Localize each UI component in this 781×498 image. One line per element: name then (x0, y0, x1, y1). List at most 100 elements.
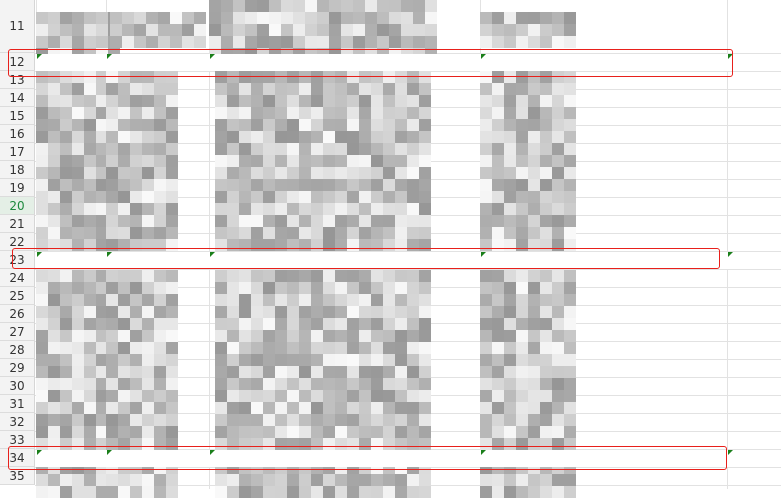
redacted-pixel (154, 119, 166, 131)
redacted-pixel (166, 203, 178, 215)
redacted-pixel (564, 474, 576, 486)
redacted-pixel (335, 107, 347, 119)
redacted-pixel (263, 474, 275, 486)
redacted-pixel (142, 155, 154, 167)
redacted-pixel (377, 0, 389, 12)
row-header[interactable]: 11 (0, 0, 35, 53)
redacted-pixel (335, 306, 347, 318)
row-header[interactable]: 31 (0, 395, 35, 413)
comment-marker-icon (107, 54, 112, 59)
redacted-pixel (118, 438, 130, 450)
redacted-pixel (383, 270, 395, 282)
row-header[interactable]: 19 (0, 179, 35, 197)
row-header[interactable]: 15 (0, 107, 35, 125)
redacted-pixel (371, 155, 383, 167)
redacted-pixel (383, 119, 395, 131)
redacted-pixel (48, 107, 60, 119)
redacted-pixel (239, 119, 251, 131)
row-header[interactable]: 29 (0, 359, 35, 377)
redacted-pixel (239, 318, 251, 330)
redacted-pixel (106, 270, 118, 282)
redacted-pixel (166, 486, 178, 498)
redacted-pixel (383, 402, 395, 414)
row-header[interactable]: 35 (0, 467, 35, 485)
row-header[interactable]: 14 (0, 89, 35, 107)
redacted-pixel (492, 83, 504, 95)
redacted-pixel (227, 342, 239, 354)
row-header[interactable]: 17 (0, 143, 35, 161)
redacted-pixel (130, 414, 142, 426)
redacted-pixel (552, 179, 564, 191)
redacted-pixel (118, 366, 130, 378)
row-header[interactable]: 32 (0, 413, 35, 431)
row-header[interactable]: 26 (0, 305, 35, 323)
row-header[interactable]: 30 (0, 377, 35, 395)
redacted-pixel (504, 36, 516, 48)
redacted-pixel (371, 203, 383, 215)
redacted-pixel (480, 426, 492, 438)
redacted-pixel (239, 330, 251, 342)
redacted-pixel (480, 131, 492, 143)
redacted-pixel (359, 215, 371, 227)
redacted-pixel (347, 155, 359, 167)
redacted-pixel (166, 366, 178, 378)
redacted-pixel (166, 426, 178, 438)
redacted-pixel (540, 203, 552, 215)
redacted-pixel (227, 119, 239, 131)
redacted-pixel (323, 119, 335, 131)
redacted-pixel (96, 474, 108, 486)
redacted-pixel (395, 438, 407, 450)
redacted-pixel (227, 378, 239, 390)
row-header[interactable]: 20 (0, 197, 35, 215)
row-header[interactable]: 16 (0, 125, 35, 143)
row-header[interactable]: 21 (0, 215, 35, 233)
redacted-pixel (516, 143, 528, 155)
row-header[interactable]: 28 (0, 341, 35, 359)
redacted-pixel (419, 131, 431, 143)
redacted-pixel (347, 83, 359, 95)
redacted-pixel (170, 36, 182, 48)
redacted-pixel (251, 167, 263, 179)
redacted-pixel (383, 474, 395, 486)
row-header[interactable]: 33 (0, 431, 35, 449)
redacted-pixel (347, 203, 359, 215)
row-header[interactable]: 24 (0, 269, 35, 287)
redacted-pixel (118, 414, 130, 426)
redacted-pixel (516, 215, 528, 227)
redacted-pixel (269, 12, 281, 24)
redacted-pixel (323, 306, 335, 318)
redacted-pixel (317, 0, 329, 12)
redacted-pixel (142, 167, 154, 179)
row-header[interactable]: 18 (0, 161, 35, 179)
redacted-pixel (359, 378, 371, 390)
redacted-pixel (142, 330, 154, 342)
redacted-pixel (84, 474, 96, 486)
redacted-pixel (395, 83, 407, 95)
redacted-pixel (48, 354, 60, 366)
redacted-pixel (251, 378, 263, 390)
row-header[interactable]: 25 (0, 287, 35, 305)
redacted-pixel (130, 167, 142, 179)
redacted-pixel (36, 24, 48, 36)
redacted-pixel (48, 390, 60, 402)
redacted-pixel (287, 95, 299, 107)
redacted-pixel (239, 426, 251, 438)
row-header[interactable]: 22 (0, 233, 35, 251)
redacted-pixel (540, 414, 552, 426)
redacted-pixel (540, 191, 552, 203)
redacted-pixel (36, 270, 48, 282)
redacted-pixel (154, 215, 166, 227)
redacted-pixel (239, 215, 251, 227)
redacted-pixel (287, 366, 299, 378)
redacted-pixel (516, 486, 528, 498)
redacted-pixel (166, 474, 178, 486)
row-header[interactable]: 27 (0, 323, 35, 341)
redacted-pixel (96, 107, 108, 119)
redacted-pixel (275, 191, 287, 203)
redacted-pixel (552, 83, 564, 95)
redacted-pixel (60, 107, 72, 119)
redacted-pixel (251, 95, 263, 107)
redacted-pixel (60, 486, 72, 498)
redacted-pixel (118, 71, 130, 83)
